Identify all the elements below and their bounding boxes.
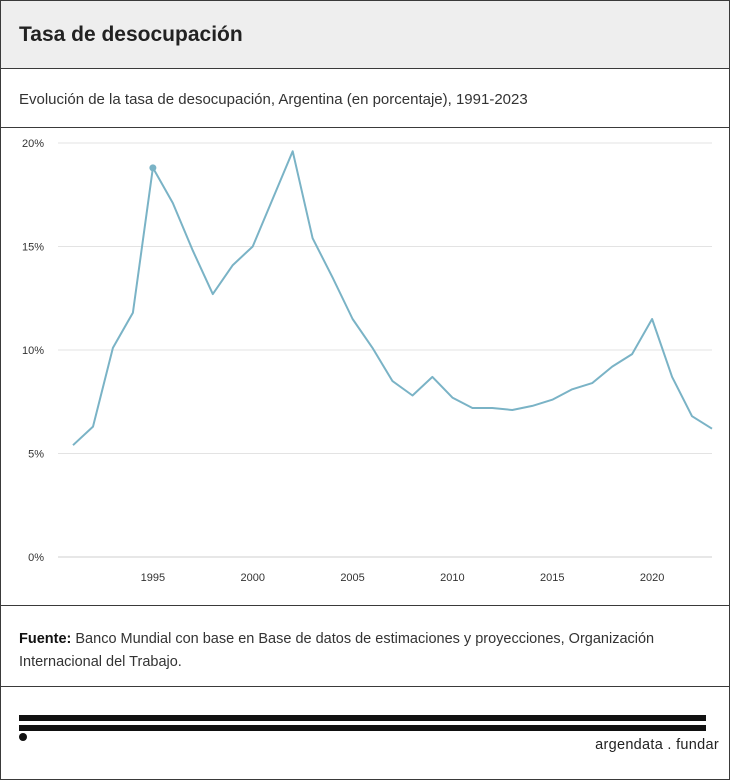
data-point [192, 250, 194, 252]
data-point [711, 428, 713, 430]
header: Tasa de desocupación [1, 1, 729, 69]
data-point [411, 395, 413, 397]
data-point [611, 366, 613, 368]
highlight-point [149, 164, 157, 172]
data-point [272, 198, 274, 200]
x-tick-label: 2005 [340, 572, 364, 584]
data-point [132, 312, 134, 314]
y-tick-label: 15% [22, 242, 44, 254]
y-tick-label: 5% [28, 449, 44, 461]
data-point [352, 318, 354, 320]
source-label: Fuente: [19, 631, 72, 647]
data-point [591, 382, 593, 384]
data-point [252, 246, 254, 248]
data-point [671, 376, 673, 378]
data-point [92, 426, 94, 428]
source-row: Fuente: Banco Mundial con base en Base d… [1, 606, 729, 687]
data-point [431, 376, 433, 378]
data-point [691, 415, 693, 417]
page-title: Tasa de desocupación [19, 23, 243, 46]
y-tick-label: 0% [28, 552, 44, 564]
chart-subtitle: Evolución de la tasa de desocupación, Ar… [19, 91, 528, 108]
series-line [72, 150, 713, 446]
data-point [172, 202, 174, 204]
data-point [72, 444, 74, 446]
y-tick-label: 20% [22, 138, 44, 150]
x-tick-label: 2020 [640, 572, 664, 584]
line-chart: 0% 5% 10% 15% 20% 1995 2000 2005 2010 2015 2020 [22, 138, 713, 584]
data-point [392, 380, 394, 382]
footer: argendata . fundar [1, 687, 729, 779]
chart-area: 0% 5% 10% 15% 20% 1995 2000 2005 2010 2015 2020 [1, 128, 729, 606]
data-point [372, 347, 374, 349]
data-point [651, 318, 653, 320]
x-tick-label: 1995 [141, 572, 165, 584]
brand-dot [19, 733, 27, 741]
data-point [511, 409, 513, 411]
source-note: Fuente: Banco Mundial con base en Base d… [19, 628, 699, 674]
brand-bar-bottom [19, 725, 706, 731]
brand-bar-top [19, 715, 706, 721]
data-point [491, 407, 493, 409]
data-point [212, 293, 214, 295]
data-point [571, 388, 573, 390]
source-text: Banco Mundial con base en Base de datos … [19, 631, 655, 670]
data-point [631, 353, 633, 355]
y-tick-label: 10% [22, 345, 44, 357]
data-point [332, 277, 334, 279]
x-tick-label: 2000 [240, 572, 264, 584]
data-point [112, 347, 114, 349]
data-point [292, 150, 294, 152]
data-point [531, 405, 533, 407]
data-point [551, 399, 553, 401]
x-tick-label: 2010 [440, 572, 464, 584]
subtitle-row: Evolución de la tasa de desocupación, Ar… [1, 69, 729, 128]
data-point [471, 407, 473, 409]
data-point [451, 397, 453, 399]
data-point [312, 237, 314, 239]
x-tick-label: 2015 [540, 572, 564, 584]
brand-logo: argendata . fundar [595, 737, 719, 753]
data-point [232, 264, 234, 266]
